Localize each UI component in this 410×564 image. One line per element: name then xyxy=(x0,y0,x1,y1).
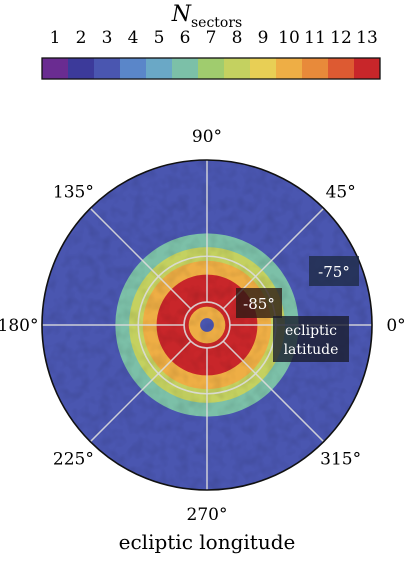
angular-tick-label: 315° xyxy=(320,450,361,470)
colorbar-swatch xyxy=(42,58,69,79)
colorbar-swatch xyxy=(224,58,251,79)
colorbar-title: Nsectors xyxy=(171,2,243,31)
colorbar-swatch xyxy=(172,58,199,79)
colorbar-tick-label: 2 xyxy=(76,28,87,48)
angular-tick-label: 135° xyxy=(53,182,94,202)
colorbar-tick-label: 6 xyxy=(180,28,191,48)
colorbar-swatch xyxy=(120,58,147,79)
longitude-spoke xyxy=(89,340,192,443)
colorbar-swatch xyxy=(146,58,173,79)
svg-text:-75°: -75° xyxy=(318,263,350,281)
angular-tick-label: 0° xyxy=(386,316,405,336)
angular-tick-label: 90° xyxy=(192,127,222,147)
colorbar-title-subscript: sectors xyxy=(191,15,242,31)
colorbar-swatch xyxy=(328,58,355,79)
colorbar-tick-label: 4 xyxy=(128,28,139,48)
colorbar-tick-label: 12 xyxy=(330,28,352,48)
angular-tick-label: 225° xyxy=(53,450,94,470)
colorbar-swatch xyxy=(250,58,277,79)
colorbar-swatch xyxy=(94,58,121,79)
longitude-spoke xyxy=(222,340,325,443)
colorbar-tick-label: 1 xyxy=(50,28,61,48)
plot-outer-boundary xyxy=(41,159,373,491)
colorbar-swatch xyxy=(198,58,225,79)
colorbar-tick-labels: 1 2 3 4 5 6 7 8 9 10 11 12 13 xyxy=(50,28,378,48)
colorbar-swatch xyxy=(276,58,303,79)
svg-text:latitude: latitude xyxy=(284,342,339,358)
angular-tick-label: 180° xyxy=(0,316,38,336)
colorbar-tick-label: 7 xyxy=(206,28,217,48)
angular-tick-labels: 0° 45° 90° 135° 180° 225° 270° 315° xyxy=(0,127,406,525)
svg-text:-85°: -85° xyxy=(243,295,275,313)
colorbar-tick-label: 3 xyxy=(102,28,113,48)
colorbar-swatch xyxy=(68,58,95,79)
colorbar-tick-label: 8 xyxy=(232,28,243,48)
ring-label-75: -75° xyxy=(309,256,359,286)
colorbar-tick-label: 9 xyxy=(258,28,269,48)
ring-label-85: -85° xyxy=(236,288,282,318)
svg-text:ecliptic: ecliptic xyxy=(285,323,337,339)
colorbar-swatch xyxy=(354,58,381,79)
colorbar-tick-label: 10 xyxy=(278,28,300,48)
longitude-spoke xyxy=(89,207,192,310)
colorbar-tick-label: 13 xyxy=(356,28,378,48)
radial-axis-label: ecliptic latitude xyxy=(273,316,349,362)
angular-tick-label: 270° xyxy=(187,505,228,525)
colorbar xyxy=(42,58,381,79)
angular-axis-label: ecliptic longitude xyxy=(119,530,296,554)
angular-tick-label: 45° xyxy=(326,182,356,202)
colorbar-tick-label: 5 xyxy=(154,28,165,48)
colorbar-frame xyxy=(41,57,381,80)
colorbar-swatch xyxy=(302,58,329,79)
colorbar-tick-label: 11 xyxy=(304,28,326,48)
